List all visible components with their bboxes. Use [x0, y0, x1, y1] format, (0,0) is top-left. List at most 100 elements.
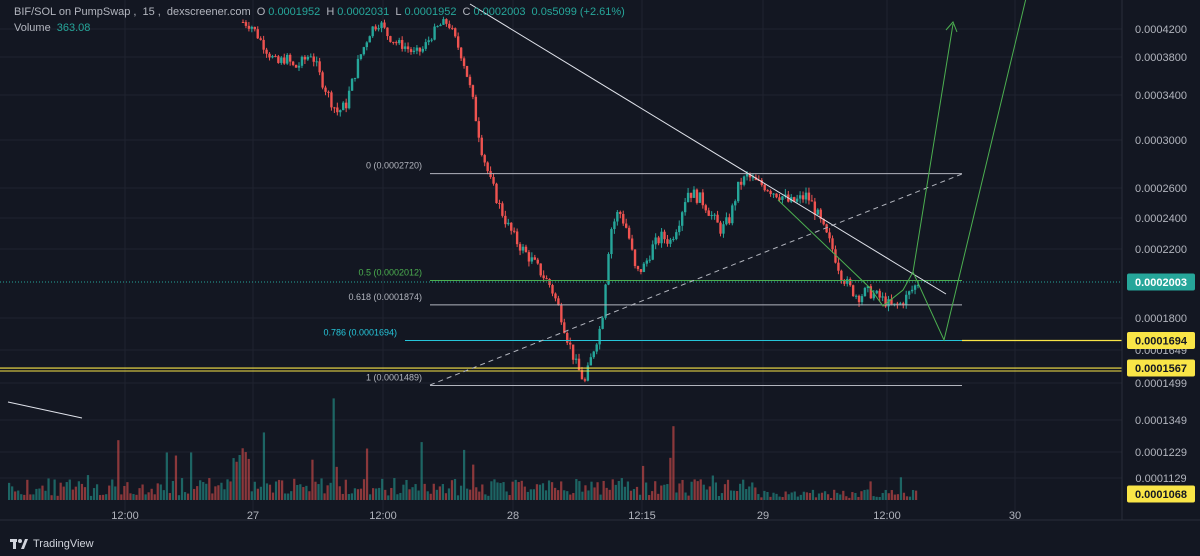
candle-body [728, 217, 731, 224]
candle-body [312, 56, 315, 62]
candle-body [400, 40, 404, 49]
volume-bar [23, 494, 26, 500]
candle-body [448, 23, 451, 28]
volume-bar [523, 486, 526, 500]
volume-bar [80, 483, 84, 500]
candle-body [589, 357, 593, 366]
candle-body [495, 183, 498, 204]
time-axis-tick: 30 [1009, 510, 1021, 522]
candle-body [843, 280, 846, 284]
volume-bar [229, 481, 232, 500]
volume-bar [41, 485, 44, 500]
volume-bar [787, 494, 790, 500]
volume-bar [32, 494, 35, 500]
price-badge [1127, 331, 1195, 349]
low-value: 0.0001952 [404, 6, 457, 18]
candle-body [418, 47, 422, 52]
tradingview-logo[interactable]: TradingView [10, 538, 94, 550]
source: dexscreener.com [166, 6, 251, 18]
candle-body [672, 238, 675, 240]
candle-body [722, 224, 725, 234]
candle-body [851, 285, 855, 297]
volume-bar [326, 485, 329, 500]
volume-bar [62, 486, 65, 500]
candle-body [678, 225, 681, 233]
candle-body [916, 285, 920, 287]
price-axis-tick: 0.0003400 [1135, 90, 1187, 102]
fib-level-label: 0.5 (0.0002012) [358, 267, 422, 277]
volume-bar [332, 398, 335, 500]
drawings[interactable]: 0 (0.0002720) 0.5 (0.0002012) 0.618 (0.000… [0, 0, 1122, 419]
high-label: H [326, 6, 335, 18]
candle-body [409, 49, 413, 52]
volume-bar [842, 490, 845, 500]
volume-bar [153, 494, 156, 500]
volume-bar [381, 478, 384, 500]
volume-bar [620, 478, 623, 500]
volume-bar [378, 487, 381, 500]
volume-bar [890, 490, 893, 500]
candle-body [297, 65, 301, 68]
projection-arrow-line [912, 23, 954, 273]
volume-bar [908, 496, 912, 500]
volume-bar [490, 481, 493, 500]
volume-bar [453, 478, 457, 500]
price-axis[interactable]: 0.0004200 0.0003800 0.0003400 0.0003000 0.00… [1127, 24, 1195, 503]
volume-bar [796, 496, 799, 500]
candle-body [624, 223, 628, 228]
candle-body [913, 285, 917, 290]
volume-bar [648, 495, 651, 500]
volume-bar [911, 490, 915, 500]
volume-bar [632, 489, 636, 500]
candle-body [536, 259, 539, 264]
candle-body [719, 222, 722, 234]
volume-bar [593, 487, 596, 500]
volume-bar [590, 481, 593, 500]
candle-body [849, 279, 852, 286]
volume-bar [544, 490, 548, 500]
candle-body [902, 303, 905, 306]
volume-bar [123, 485, 126, 500]
candle-body [798, 195, 802, 199]
close-label: C [462, 6, 471, 18]
candle-body [869, 286, 873, 299]
candle-body [831, 238, 834, 250]
volume-bar [77, 481, 80, 500]
volume-bar [217, 485, 220, 500]
volume-bar [881, 492, 884, 500]
symbol-title[interactable]: BIF/SOL on PumpSwap [14, 6, 131, 18]
volume-bar [435, 489, 438, 500]
candle-body [551, 285, 554, 294]
volume-bar [411, 487, 414, 500]
candle-body [863, 288, 867, 297]
volume-bar [720, 493, 724, 500]
candle-body [501, 203, 504, 216]
volume-bar [220, 482, 223, 500]
volume-bar [11, 486, 14, 500]
price-axis-tick: 0.0002600 [1135, 183, 1187, 195]
candle-body [539, 263, 542, 276]
volume-bar [238, 454, 241, 500]
volume-bar [368, 494, 372, 500]
volume-bar [250, 491, 253, 500]
volume-bar [423, 483, 426, 500]
time-axis[interactable]: 12:00 27 12:00 28 12:15 29 12:00 30 [0, 0, 1200, 522]
time-axis-tick: 29 [757, 510, 769, 522]
candle-body [890, 299, 893, 305]
volume-bar [566, 491, 569, 500]
price-badge-text: 0.0001567 [1135, 363, 1187, 375]
volume-bar [71, 489, 74, 500]
volume-bar [165, 452, 168, 500]
volume-bar [754, 487, 757, 500]
candle-body [277, 56, 280, 63]
grid-lines [0, 0, 1122, 520]
candle-body [309, 56, 312, 58]
volume-bar [372, 488, 375, 500]
volume-bar [657, 493, 660, 500]
candle-body [595, 344, 598, 352]
candle-body [784, 194, 787, 197]
candle-body [769, 190, 772, 195]
volume-bar [180, 478, 184, 500]
volume-bar [717, 495, 721, 500]
